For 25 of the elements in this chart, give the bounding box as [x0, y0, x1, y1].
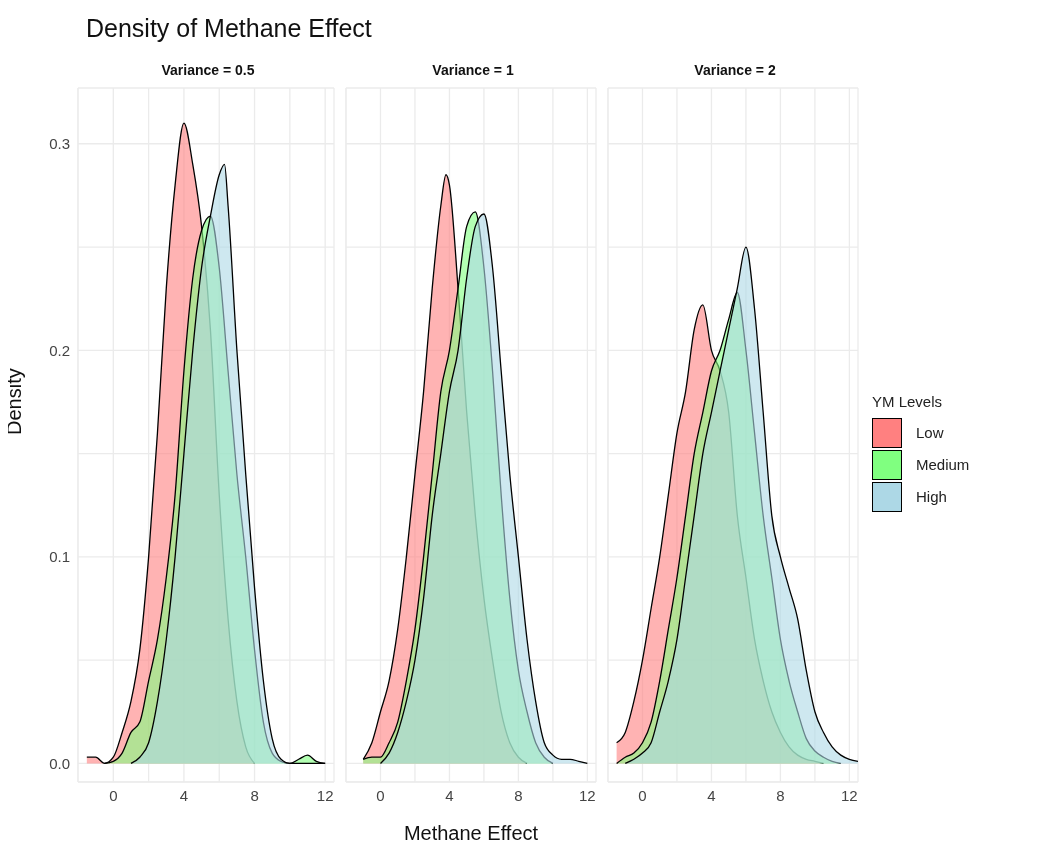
- legend-label: Low: [916, 424, 944, 441]
- x-tick-label: 12: [316, 786, 334, 804]
- y-tick-label: 0.1: [49, 548, 70, 566]
- chart-subtitle: Variance = 1: [431, 62, 515, 80]
- legend-title: YM Levels: [872, 392, 944, 410]
- x-tick-label: 4: [179, 786, 189, 804]
- chart-subtitle: Variance = 0.5: [160, 62, 256, 80]
- x-tick-label: 0: [638, 786, 647, 804]
- x-tick-label: 0: [376, 786, 385, 804]
- x-tick-label: 0: [109, 786, 118, 804]
- x-tick-label: 8: [514, 786, 523, 804]
- x-tick-label: 4: [707, 786, 716, 804]
- legend-label: Medium: [916, 456, 970, 473]
- chart-title: Density of Methane Effect: [85, 13, 373, 44]
- x-axis-title: Methane Effect: [403, 822, 539, 844]
- x-tick-label: 8: [776, 786, 785, 804]
- chart-subtitle: Variance = 2: [693, 62, 777, 80]
- x-tick-label: 4: [445, 786, 454, 804]
- x-tick-label: 8: [250, 786, 259, 804]
- y-tick-label: 0.0: [49, 754, 70, 772]
- x-tick-label: 12: [841, 786, 858, 804]
- y-tick-label: 0.3: [49, 135, 70, 153]
- y-tick-label: 0.2: [49, 341, 70, 359]
- legend-label: High: [916, 488, 947, 505]
- x-tick-label: 12: [579, 786, 596, 804]
